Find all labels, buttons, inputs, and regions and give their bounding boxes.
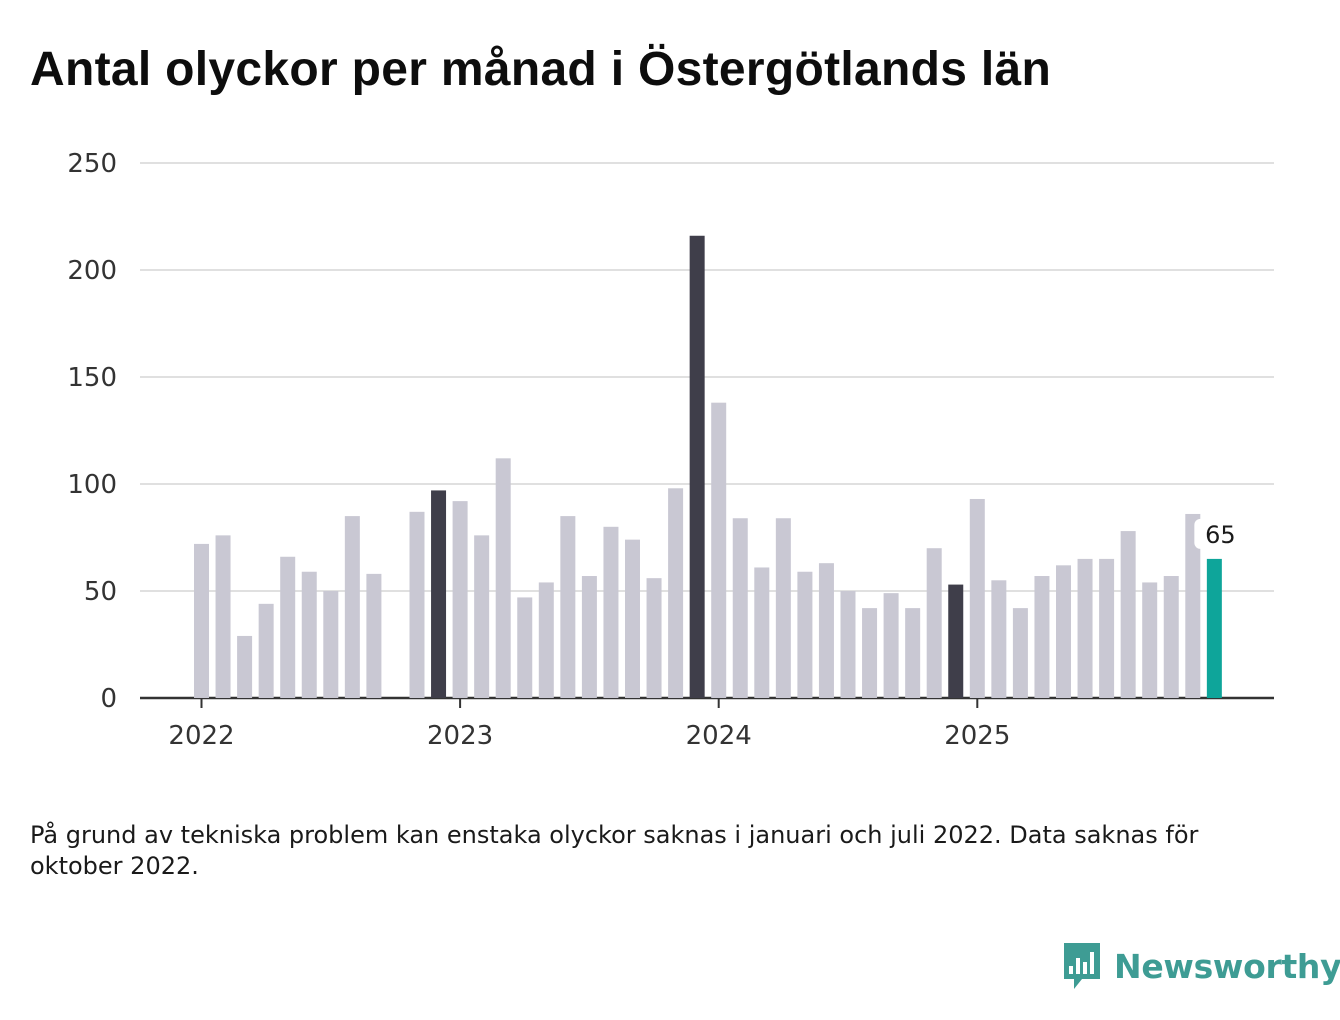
bar-2025-01 <box>969 498 985 698</box>
x-tick-label: 2024 <box>686 721 752 751</box>
bar-2024-11 <box>926 548 942 698</box>
newsworthy-logo-icon <box>1064 943 1100 989</box>
bar-2023-11 <box>668 488 684 698</box>
bar-2025-06 <box>1077 558 1093 698</box>
bar-2022-06 <box>301 571 317 698</box>
latest-label-bg <box>1194 518 1235 549</box>
bar-2024-03 <box>754 567 770 698</box>
bar-2023-01 <box>452 501 468 698</box>
x-tick-label: 2023 <box>427 721 493 751</box>
bar-2022-08 <box>344 516 360 698</box>
bar-2025-05 <box>1056 565 1071 698</box>
bar-2024-01 <box>711 402 727 698</box>
bar-2024-04 <box>775 518 791 698</box>
bar-2022-02 <box>215 535 231 698</box>
bar-2023-03 <box>495 458 511 698</box>
latest-value-label: 65 <box>1205 521 1236 549</box>
bar-2023-10 <box>646 578 662 698</box>
chart-title: Antal olyckor per månad i Östergötlands … <box>30 43 1052 96</box>
bar-2023-05 <box>538 582 554 698</box>
y-tick-label: 50 <box>84 577 117 607</box>
bar-2023-06 <box>560 516 576 698</box>
bar-2022-05 <box>280 556 296 698</box>
bar-2024-08 <box>862 608 878 698</box>
y-tick-label: 150 <box>67 363 117 393</box>
y-tick-label: 100 <box>67 470 117 500</box>
bar-2024-07 <box>840 591 856 698</box>
y-tick-label: 200 <box>67 256 117 286</box>
bar-2022-11 <box>409 511 425 698</box>
bar-latest-47 <box>1206 558 1222 698</box>
bar-2025-09 <box>1142 582 1158 698</box>
bar-2025-04 <box>1034 576 1050 698</box>
y-tick-label: 0 <box>100 684 117 714</box>
bar-chart: 0 50 100 150 200 250 2022 2023 2024 2025 65 <box>67 149 1274 751</box>
bar-2025-03 <box>1012 608 1028 698</box>
bar-2024-06 <box>818 563 834 698</box>
bar-2025-02 <box>991 580 1007 698</box>
x-axis-ticks: 2022 2023 2024 2025 <box>168 698 1010 751</box>
bar-2025-11 <box>1185 513 1201 698</box>
brand-name[interactable]: Newsworthy <box>1114 946 1340 986</box>
bar-2022-03 <box>237 635 253 698</box>
y-axis-ticks: 0 50 100 150 200 250 <box>67 149 117 714</box>
bar-2022-04 <box>258 603 274 698</box>
bar-2022-09 <box>366 573 382 698</box>
x-tick-label: 2025 <box>944 721 1010 751</box>
bar-2023-12 <box>689 235 705 698</box>
bar-2024-12 <box>948 584 964 698</box>
data-labels: 65 <box>1194 518 1236 549</box>
bar-2023-09 <box>625 539 640 698</box>
y-tick-label: 250 <box>67 149 117 179</box>
bar-2025-07 <box>1099 558 1115 698</box>
bar-2022-01 <box>194 543 209 698</box>
bar-2023-02 <box>474 535 490 698</box>
bar-2023-07 <box>581 576 597 698</box>
bar-2024-10 <box>905 608 921 698</box>
bar-2022-07 <box>323 591 339 698</box>
bar-2024-02 <box>732 518 748 698</box>
brand[interactable]: Newsworthy <box>1062 940 1340 992</box>
bar-2023-08 <box>603 526 619 698</box>
bar-2025-10 <box>1163 576 1179 698</box>
bars <box>194 235 1222 698</box>
bar-2025-08 <box>1120 531 1136 698</box>
bar-2024-09 <box>883 593 899 698</box>
bar-2023-04 <box>517 597 533 698</box>
bar-2024-05 <box>797 571 813 698</box>
bar-2022-12 <box>431 490 447 698</box>
footnote: På grund av tekniska problem kan enstaka… <box>30 821 1199 880</box>
x-tick-label: 2022 <box>168 721 234 751</box>
